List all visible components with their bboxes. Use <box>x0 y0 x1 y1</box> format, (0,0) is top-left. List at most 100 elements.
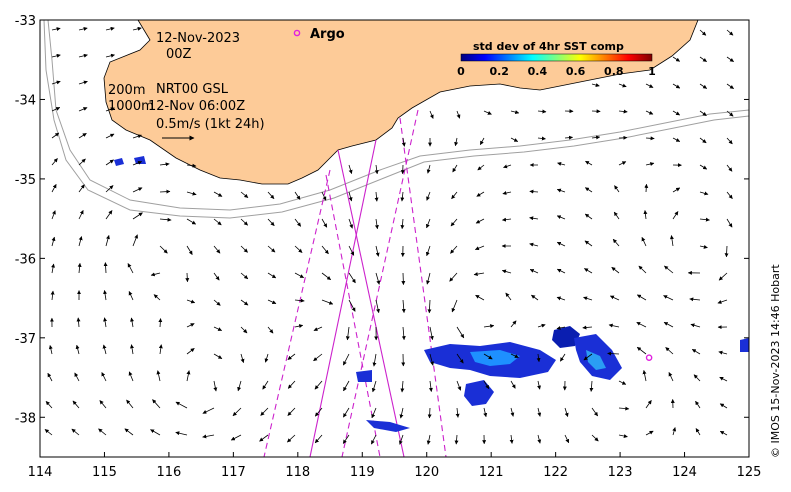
current-vector <box>564 135 574 140</box>
current-vector <box>718 350 728 355</box>
current-vector <box>691 348 701 355</box>
current-vector <box>510 407 515 417</box>
current-vector <box>699 83 708 89</box>
current-vector <box>645 110 654 115</box>
current-vector <box>456 326 465 339</box>
contour-1000-label: 1000m <box>108 99 154 114</box>
current-vector <box>78 210 84 220</box>
current-vector <box>287 434 296 443</box>
current-vector <box>556 296 566 301</box>
current-vector <box>105 210 113 220</box>
current-vector <box>556 268 566 274</box>
current-vector <box>186 323 195 328</box>
current-vector <box>719 403 728 409</box>
current-vector <box>348 245 355 256</box>
current-vector <box>72 400 80 409</box>
current-vector <box>726 191 733 199</box>
current-vector <box>321 218 328 228</box>
current-vector <box>559 353 566 362</box>
current-vector <box>264 353 269 363</box>
current-vector <box>132 26 142 31</box>
current-vector <box>451 191 458 200</box>
current-vector <box>537 136 546 141</box>
longitude-axis: 114 115 116 117 118 119 120 121 122 123 124 125 <box>28 452 761 480</box>
current-vector <box>584 213 593 220</box>
lat-tick-label: -36 <box>15 252 36 267</box>
current-vector <box>267 326 274 334</box>
current-vector <box>557 161 566 166</box>
current-vector <box>202 434 215 439</box>
current-vector <box>186 218 197 225</box>
current-vector <box>213 191 223 197</box>
current-vector <box>186 348 195 355</box>
current-vector <box>618 83 627 88</box>
colorbar <box>460 53 653 62</box>
current-vector <box>294 298 305 303</box>
current-vector <box>47 372 53 382</box>
current-vector <box>536 353 541 363</box>
current-vector <box>124 428 134 436</box>
current-vector <box>401 299 406 314</box>
current-vector <box>132 134 142 139</box>
current-vector <box>294 245 303 253</box>
current-vector <box>103 317 108 328</box>
current-vector <box>726 56 734 63</box>
current-vector <box>127 263 134 274</box>
current-vector <box>636 346 647 355</box>
current-vector <box>668 372 674 382</box>
current-vector <box>213 380 218 392</box>
current-vector <box>699 56 707 63</box>
current-vector <box>294 272 305 279</box>
current-vector <box>529 242 539 247</box>
current-vector <box>348 272 356 284</box>
current-vector <box>699 217 710 222</box>
current-vector <box>186 299 196 304</box>
current-vector <box>130 344 134 355</box>
current-vector <box>186 163 197 168</box>
current-vector <box>537 434 542 444</box>
current-vector <box>132 161 143 166</box>
hour-label: 00Z <box>166 47 192 62</box>
current-vector <box>479 137 485 146</box>
current-vector <box>213 272 220 281</box>
current-vector <box>608 323 620 328</box>
current-vector <box>726 29 734 36</box>
current-vector <box>132 212 143 220</box>
current-vector <box>645 136 655 141</box>
lon-tick-label: 115 <box>92 465 117 480</box>
current-vector <box>287 407 296 416</box>
current-vector <box>375 299 380 314</box>
current-vector <box>672 56 681 62</box>
argo-label: Argo <box>310 27 345 42</box>
current-vector <box>314 434 323 444</box>
current-vector <box>556 325 566 330</box>
current-vector <box>76 317 81 328</box>
current-vector <box>618 109 628 114</box>
current-vector <box>505 292 512 301</box>
current-vector <box>531 294 539 301</box>
current-vector <box>71 428 80 436</box>
current-vector <box>591 83 600 87</box>
argo-legend-marker <box>293 29 301 37</box>
current-vector <box>240 245 248 253</box>
current-vector <box>51 210 56 220</box>
current-vector <box>105 235 110 247</box>
current-vector <box>699 191 709 196</box>
current-vector <box>537 380 541 390</box>
current-vector <box>348 218 354 229</box>
current-vector <box>591 407 599 417</box>
current-vector <box>77 262 82 274</box>
current-vector <box>564 407 569 418</box>
current-vector <box>427 407 432 419</box>
current-vector <box>159 189 171 194</box>
current-vector <box>454 434 459 445</box>
current-vector <box>158 318 163 328</box>
current-vector <box>474 245 485 251</box>
current-vector <box>699 164 708 170</box>
current-vector <box>719 430 728 436</box>
current-vector <box>103 290 108 301</box>
current-vector <box>556 241 566 247</box>
current-vector <box>51 263 56 274</box>
current-vector <box>348 191 353 202</box>
current-vector <box>186 370 191 382</box>
